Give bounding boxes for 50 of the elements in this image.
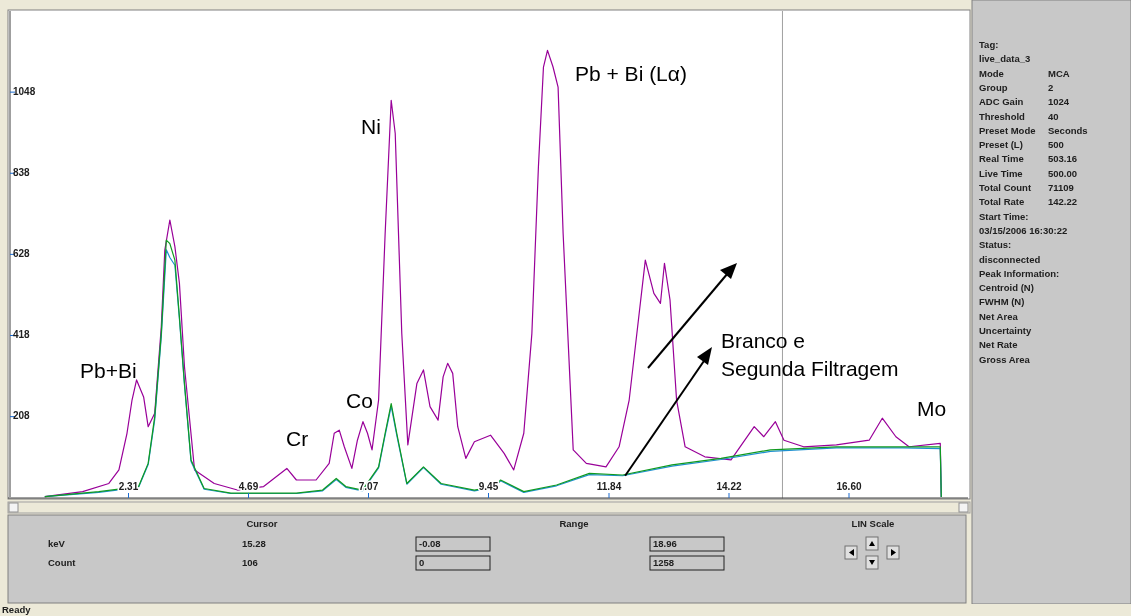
text: Preset (L) 500 [979,139,1064,151]
text: Peak Information: [979,267,1060,279]
text: Gross Area [979,353,1031,365]
y-tick-label: 628 [13,248,31,260]
text: Cursor [246,518,278,529]
y-tick-label: 838 [13,166,31,178]
y-tick-label: 208 [13,410,31,422]
text: Live Time 500.00 [979,167,1078,179]
text: 106 [242,557,258,568]
text: 03/15/2006 16:30:22 [979,224,1068,236]
annotation: Branco e Segunda Filtragem [721,328,899,380]
annotation: Mo [917,396,947,420]
x-tick-label: 16.60 [836,481,862,492]
text: Net Rate [979,339,1018,351]
text: Centroid (N) [979,282,1034,294]
text: 18.96 [653,538,677,549]
text: Total Count 71109 [979,182,1074,193]
x-tick-label: 14.22 [716,481,742,492]
text: Mode MCA [979,67,1070,79]
y-tick-label: 418 [13,329,31,341]
y-tick-label: 1048 [13,85,36,97]
annotation: Ni [361,114,381,138]
text: Count [48,557,77,568]
text: Ready [2,604,32,615]
annotation: Pb + Bi (Lα) [575,61,687,85]
text: disconnected [979,253,1041,265]
annotation: Cr [286,426,309,450]
annotation: Co [346,388,373,412]
x-tick-label: 11.84 [596,481,622,492]
text: Tag: [979,39,999,50]
annotation: Pb+Bi [80,358,137,382]
text: Total Rate 142.22 [979,196,1078,208]
text: Status: [979,239,1012,251]
text: 15.28 [242,538,266,549]
text: 0 [419,557,425,568]
text: Net Area [979,310,1019,322]
text: Uncertainty [979,325,1032,336]
text: -0.08 [419,538,441,549]
text: live_data_3 [979,53,1031,65]
text: 1258 [653,557,675,568]
text: Preset Mode Seconds [979,124,1088,136]
text: keV [48,538,66,549]
text: Threshold 40 [979,110,1059,122]
text: Real Time 503.16 [979,153,1078,165]
text: Group 2 [979,81,1054,93]
text: LIN Scale [851,518,895,529]
text: Range [559,518,589,529]
text: FWHM (N) [979,296,1025,308]
text: ADC Gain 1024 [979,96,1070,108]
text: Start Time: [979,210,1029,222]
